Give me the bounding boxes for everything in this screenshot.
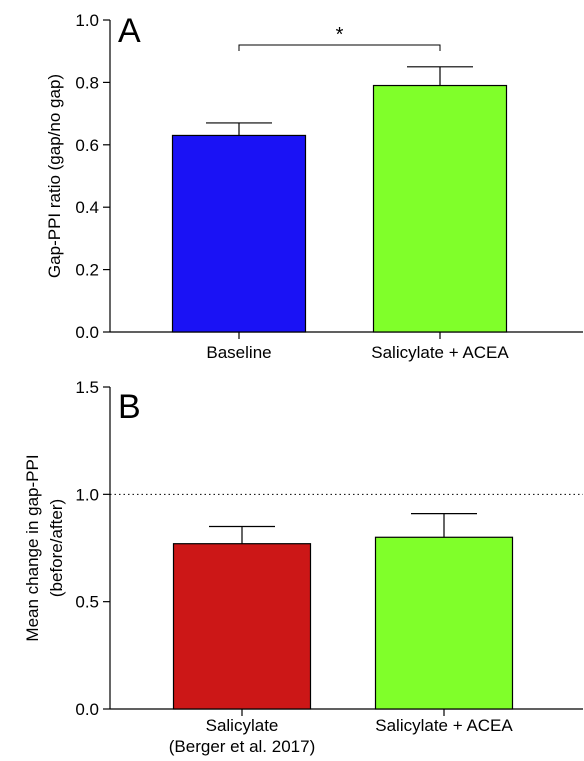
bar [172, 543, 312, 710]
x-tick-label: Salicylate + ACEA [375, 716, 513, 735]
x-tick-label: Baseline [206, 343, 271, 362]
y-tick-label: 0.0 [75, 323, 99, 342]
y-tick-label: 0.2 [75, 261, 99, 280]
y-tick-label: 0.0 [75, 700, 99, 719]
chart-panel-a: A 0.0 0.2 0.4 0.6 0.8 1.0 Gap-PPI ratio (gap/no… [45, 11, 583, 362]
y-axis-title-line: (before/after) [47, 499, 66, 597]
significance-marker: * [336, 24, 344, 46]
x-tick-label-line: Baseline [206, 343, 271, 362]
y-tick-label: 1.0 [75, 485, 99, 504]
y-axis-title: Mean change in gap-PPI (before/after) [23, 454, 66, 641]
x-tick-label-line: (Berger et al. 2017) [169, 737, 315, 756]
significance-bracket [238, 44, 441, 51]
x-tick-label: Salicylate + ACEA [371, 343, 509, 362]
x-tick-label: Salicylate (Berger et al. 2017) [169, 716, 315, 756]
bar [374, 536, 514, 710]
y-tick-label: 1.0 [75, 11, 99, 30]
x-tick-label-line: Salicylate + ACEA [375, 716, 513, 735]
y-axis-title: Gap-PPI ratio (gap/no gap) [45, 74, 64, 278]
bar [171, 134, 307, 333]
panel-label: A [118, 12, 141, 50]
panel-label: B [118, 388, 141, 426]
x-tick-label-line: Salicylate [206, 716, 279, 735]
x-tick-label-line: Salicylate + ACEA [371, 343, 509, 362]
y-tick-label: 0.8 [75, 73, 99, 92]
y-tick-label: 0.6 [75, 136, 99, 155]
bar [372, 84, 508, 333]
y-tick-label: 1.5 [75, 378, 99, 397]
y-tick-label: 0.4 [75, 198, 99, 217]
y-tick-label: 0.5 [75, 593, 99, 612]
y-axis-title-line: Mean change in gap-PPI [23, 454, 42, 641]
y-axis-title-line: Gap-PPI ratio (gap/no gap) [45, 74, 64, 278]
chart-panel-b: B 0.0 0.5 1.0 1.5 Mean change in gap-PPI (befo… [23, 378, 583, 756]
